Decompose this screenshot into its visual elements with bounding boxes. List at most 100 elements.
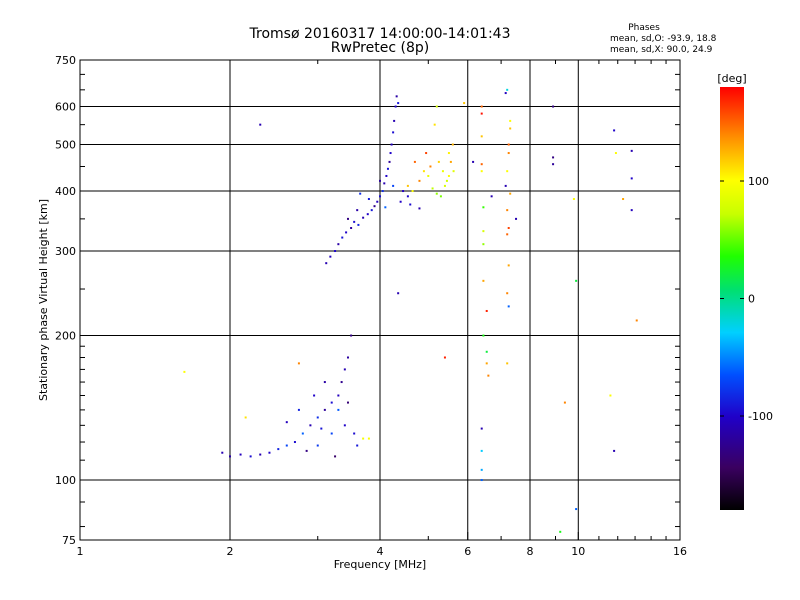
data-point (552, 163, 555, 166)
data-point (373, 205, 376, 208)
data-point (316, 444, 319, 447)
data-point (345, 231, 348, 234)
data-point (376, 200, 379, 203)
data-point (482, 230, 485, 233)
data-point (397, 102, 400, 105)
data-point (388, 160, 391, 163)
data-point (399, 200, 402, 203)
data-point (353, 220, 356, 223)
data-point (427, 174, 430, 177)
x-tick-label: 2 (227, 545, 234, 558)
data-point (362, 216, 365, 219)
data-point (480, 468, 483, 471)
data-point (343, 424, 346, 427)
data-point (485, 362, 488, 365)
data-point (425, 152, 428, 155)
colorbar-label: [deg] (717, 72, 746, 85)
x-tick-label: 10 (571, 545, 585, 558)
y-axis-label: Stationary phase Virtual Height [km] (37, 199, 50, 401)
data-point (277, 448, 280, 451)
x-tick-label: 6 (464, 545, 471, 558)
data-point (506, 362, 509, 365)
data-point (507, 305, 510, 308)
data-point (613, 129, 616, 132)
data-point (301, 432, 304, 435)
data-point (507, 143, 510, 146)
data-point (239, 453, 242, 456)
data-point (359, 192, 362, 195)
data-point (413, 160, 416, 163)
data-point (443, 184, 446, 187)
phases-x-stats: mean, sd,X: 90.0, 24.9 (610, 45, 713, 55)
data-point (480, 427, 483, 430)
data-point (575, 279, 578, 282)
data-point (482, 279, 485, 282)
data-point (357, 223, 360, 226)
y-tick-label: 300 (55, 245, 76, 258)
data-point (384, 206, 387, 209)
data-point (330, 401, 333, 404)
data-point (572, 198, 575, 201)
data-point (259, 453, 262, 456)
data-point (418, 207, 421, 210)
y-tick-label: 400 (55, 185, 76, 198)
data-point (429, 165, 432, 168)
data-point (635, 319, 638, 322)
data-point (392, 184, 395, 187)
data-point (259, 123, 262, 126)
chart-title: Tromsø 20160317 14:00:00-14:01:43 (249, 26, 511, 42)
data-point (447, 174, 450, 177)
data-point (385, 174, 388, 177)
data-point (411, 190, 414, 193)
data-point (563, 401, 566, 404)
data-point (480, 449, 483, 452)
y-tick-label: 750 (55, 54, 76, 67)
data-point (356, 209, 359, 212)
data-point (313, 394, 316, 397)
data-point (630, 177, 633, 180)
data-point (515, 217, 518, 220)
data-point (395, 95, 398, 98)
data-point (480, 163, 483, 166)
data-point (316, 416, 319, 419)
data-point (268, 451, 271, 454)
data-point (449, 160, 452, 163)
data-point (447, 152, 450, 155)
plot-grid (80, 60, 680, 540)
data-point (506, 209, 509, 212)
data-point (559, 530, 562, 533)
data-point (630, 209, 633, 212)
data-point (506, 233, 509, 236)
data-point (509, 192, 512, 195)
data-points (183, 88, 638, 533)
data-point (609, 394, 612, 397)
data-point (393, 119, 396, 122)
data-point (346, 401, 349, 404)
data-point (480, 170, 483, 173)
data-point (379, 195, 381, 198)
data-point (249, 455, 252, 458)
data-point (329, 255, 332, 258)
data-point (383, 182, 386, 185)
data-point (229, 455, 231, 458)
data-point (337, 243, 340, 246)
data-point (435, 105, 438, 108)
data-point (506, 292, 509, 295)
phases-heading: Phases (628, 23, 660, 33)
data-point (506, 88, 509, 91)
data-point (362, 437, 365, 440)
x-tick-label: 16 (673, 545, 687, 558)
data-point (244, 416, 247, 419)
data-point (183, 370, 186, 373)
data-point (381, 190, 384, 193)
y-tick-label: 500 (55, 139, 76, 152)
data-point (504, 92, 507, 95)
data-point (402, 190, 405, 193)
y-tick-label: 600 (55, 101, 76, 114)
data-point (409, 203, 412, 206)
y-tick-label: 200 (55, 330, 76, 343)
data-point (445, 179, 448, 182)
data-point (346, 356, 349, 359)
data-point (337, 394, 340, 397)
data-point (575, 508, 578, 511)
